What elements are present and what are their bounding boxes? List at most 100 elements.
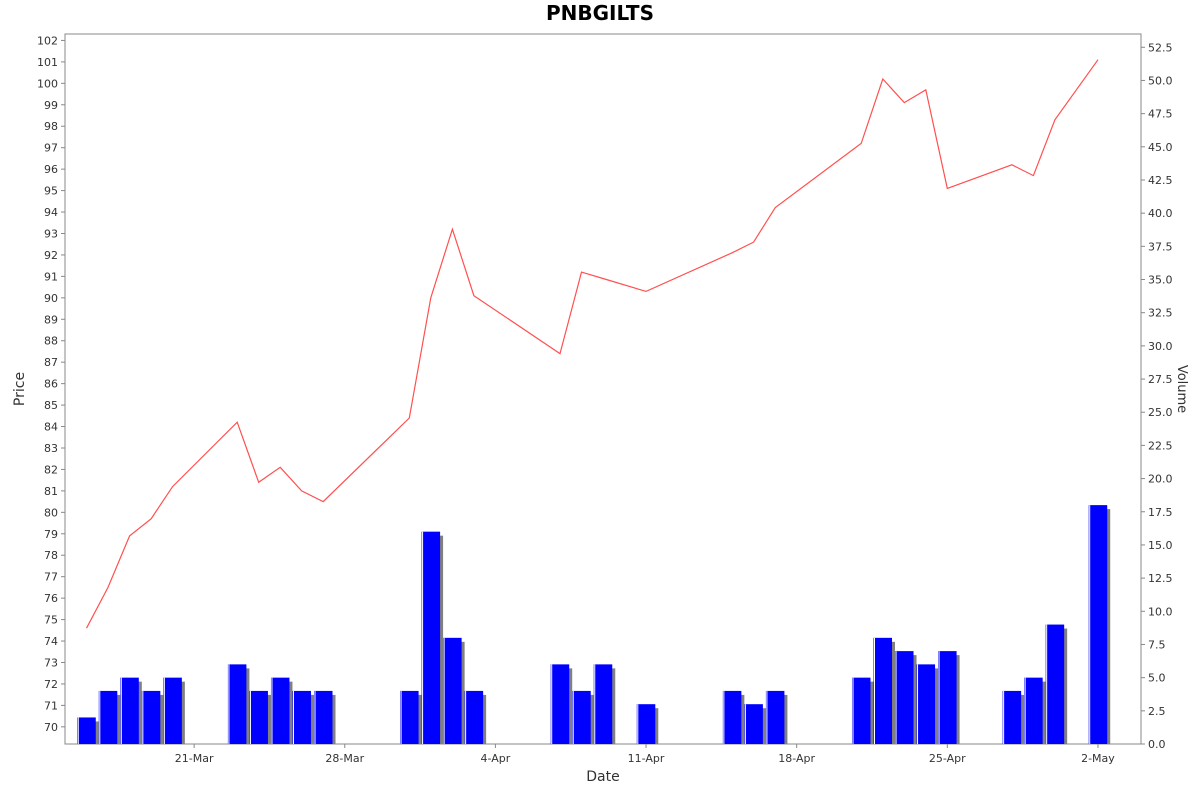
- y-tick-label: 102: [37, 34, 58, 47]
- y2-tick-label: 50.0: [1148, 74, 1173, 87]
- y-tick-label: 79: [44, 528, 58, 541]
- y2-tick-label: 2.5: [1148, 705, 1166, 718]
- y-tick-label: 88: [44, 335, 58, 348]
- y-tick-label: 72: [44, 678, 58, 691]
- x-tick-label: 18-Apr: [778, 752, 815, 765]
- volume-bar: [77, 717, 96, 744]
- y2-tick-label: 15.0: [1148, 539, 1173, 552]
- y2-tick-label: 10.0: [1148, 605, 1173, 618]
- y-tick-label: 89: [44, 313, 58, 326]
- volume-bar: [765, 690, 785, 744]
- chart-title: PNBGILTS: [546, 1, 654, 25]
- y2-tick-label: 45.0: [1148, 141, 1173, 154]
- y-tick-label: 96: [44, 163, 58, 176]
- y2-tick-label: 37.5: [1148, 240, 1173, 253]
- y2-tick-label: 0.0: [1148, 738, 1166, 751]
- y-tick-label: 84: [44, 421, 58, 434]
- y-tick-label: 77: [44, 571, 58, 584]
- y-tick-label: 95: [44, 185, 58, 198]
- y-tick-label: 82: [44, 463, 58, 476]
- volume-bar: [141, 690, 161, 744]
- y2-tick-label: 5.0: [1148, 672, 1166, 685]
- x-tick-label: 25-Apr: [929, 752, 966, 765]
- y-tick-label: 81: [44, 485, 58, 498]
- y2-tick-label: 47.5: [1148, 108, 1173, 121]
- y2-tick-label: 25.0: [1148, 406, 1173, 419]
- y2-tick-label: 22.5: [1148, 439, 1173, 452]
- volume-bar: [636, 704, 656, 744]
- y-axis-label: Price: [12, 372, 28, 406]
- y-tick-label: 99: [44, 99, 58, 112]
- y2-tick-label: 20.0: [1148, 473, 1173, 486]
- volume-bar: [313, 690, 333, 744]
- volume-bar: [270, 677, 290, 744]
- y-tick-label: 87: [44, 356, 58, 369]
- y2-tick-label: 30.0: [1148, 340, 1173, 353]
- y-tick-label: 76: [44, 592, 58, 605]
- price-line: [85, 59, 1099, 629]
- volume-bar: [1024, 677, 1043, 744]
- volume-bar: [1002, 690, 1022, 744]
- volume-bar: [744, 704, 763, 744]
- x-tick-label: 28-Mar: [325, 752, 364, 765]
- volume-bar: [249, 690, 268, 744]
- y-tick-label: 80: [44, 506, 58, 519]
- y-tick-label: 98: [44, 120, 58, 133]
- volume-bar: [895, 651, 914, 744]
- y-tick-label: 101: [37, 56, 58, 69]
- volume-bar: [572, 690, 591, 744]
- volume-bar: [550, 664, 570, 744]
- volume-bar: [464, 690, 484, 744]
- plot-frame: [64, 33, 1142, 745]
- volume-bar: [916, 664, 936, 744]
- y-tick-label: 100: [37, 77, 58, 90]
- y-tick-label: 97: [44, 142, 58, 155]
- y2-tick-label: 7.5: [1148, 638, 1166, 651]
- y2-tick-label: 42.5: [1148, 174, 1173, 187]
- y-tick-label: 71: [44, 699, 58, 712]
- volume-bar: [873, 637, 893, 744]
- volume-bar: [722, 690, 742, 744]
- x-tick-label: 11-Apr: [628, 752, 665, 765]
- volume-bar: [421, 531, 441, 744]
- y2-tick-label: 35.0: [1148, 274, 1173, 287]
- y-tick-label: 86: [44, 378, 58, 391]
- y-tick-label: 90: [44, 292, 58, 305]
- y-tick-label: 83: [44, 442, 58, 455]
- plot-area: 70 71 72 73 74 75 76 77 78 79 80 81 82 83 84 85 86 87 88 89…: [37, 33, 1173, 765]
- volume-bar: [292, 690, 311, 744]
- y-tick-label: 94: [44, 206, 58, 219]
- y2-tick-label: 32.5: [1148, 307, 1173, 320]
- volume-bar: [1088, 505, 1108, 744]
- y2-axis-label: Volume: [1174, 365, 1189, 413]
- y-tick-label: 73: [44, 656, 58, 669]
- x-axis-label: Date: [586, 769, 619, 785]
- x-tick-label: 2-May: [1081, 752, 1115, 765]
- volume-bar: [1045, 624, 1065, 744]
- y2-tick-label: 12.5: [1148, 572, 1173, 585]
- y-tick-label: 85: [44, 399, 58, 412]
- volume-bar: [593, 664, 613, 744]
- volume-bar: [938, 651, 957, 744]
- y-tick-label: 93: [44, 227, 58, 240]
- volume-bar: [443, 637, 462, 744]
- y-tick-label: 92: [44, 249, 58, 262]
- volume-bar: [98, 690, 118, 744]
- volume-bar: [400, 690, 419, 744]
- y2-tick-label: 27.5: [1148, 373, 1173, 386]
- y-tick-label: 74: [44, 635, 58, 648]
- volume-bar: [163, 677, 182, 744]
- y-tick-label: 91: [44, 270, 58, 283]
- volume-bar: [851, 677, 871, 744]
- volume-bar: [227, 664, 247, 744]
- y2-tick-label: 40.0: [1148, 207, 1173, 220]
- x-tick-label: 4-Apr: [481, 752, 511, 765]
- y2-tick-label: 52.5: [1148, 41, 1173, 54]
- y2-tick-label: 17.5: [1148, 506, 1173, 519]
- x-tick-label: 21-Mar: [175, 752, 214, 765]
- volume-bar: [120, 677, 139, 744]
- y-tick-label: 75: [44, 614, 58, 627]
- y-tick-label: 70: [44, 721, 58, 734]
